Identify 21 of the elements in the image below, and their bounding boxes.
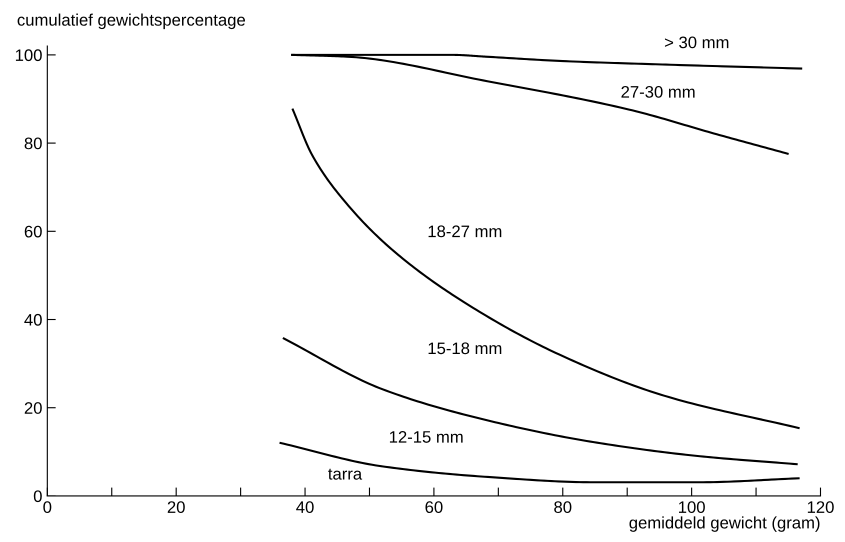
annotation: 18-27 mm [428, 225, 502, 238]
y-tick-label: 80 [24, 138, 42, 150]
y-axis-title: cumulatief gewichtspercentage [18, 14, 245, 30]
y-tick-label: 60 [24, 226, 42, 238]
y-tick-label: 100 [16, 49, 42, 62]
x-tick-label: 60 [425, 501, 443, 514]
x-tick-label: 20 [168, 501, 185, 514]
annotation: 15-18 mm [428, 342, 502, 354]
y-tick-label: 20 [24, 402, 42, 414]
x-tick-label: 0 [43, 501, 52, 514]
annotation: 27-30 mm [621, 86, 695, 98]
x-tick-label: 120 [808, 501, 834, 514]
annotation: tarra [328, 468, 362, 480]
x-tick-label: 40 [296, 501, 314, 514]
x-tick-label: 100 [679, 501, 705, 514]
annotation: 12-15 mm [390, 431, 463, 443]
y-tick-label: 0 [34, 490, 42, 502]
x-axis-title: gemiddeld gewicht (gram) [629, 516, 820, 532]
y-tick-label: 40 [24, 314, 42, 326]
annotation: > 30 mm [664, 36, 728, 48]
x-tick-label: 80 [554, 501, 572, 514]
